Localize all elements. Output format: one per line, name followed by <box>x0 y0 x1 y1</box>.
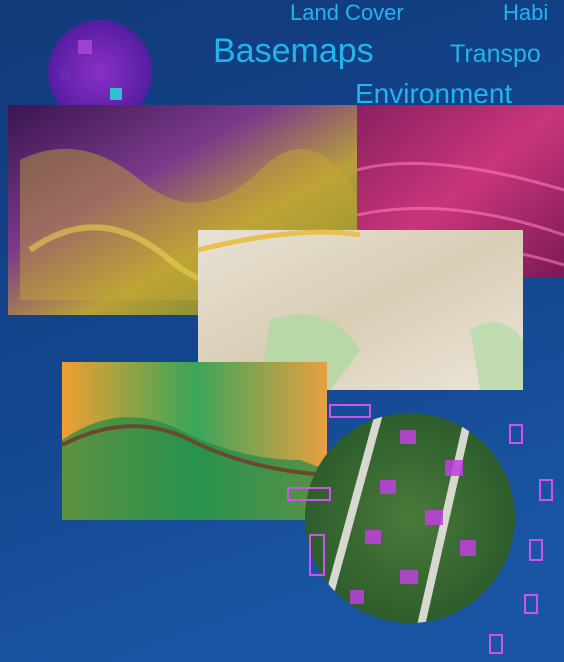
pixel-globe <box>48 20 152 124</box>
pixel <box>60 70 70 80</box>
park <box>470 322 523 390</box>
footprint <box>539 479 553 501</box>
aerial-circle <box>305 413 515 623</box>
footprint <box>309 534 325 576</box>
footprint <box>287 487 331 501</box>
label-basemaps: Basemaps <box>213 32 374 70</box>
building <box>400 570 418 584</box>
building <box>365 530 381 544</box>
road <box>197 229 361 253</box>
label-transportation: Transpo <box>450 40 541 68</box>
building <box>460 540 476 556</box>
footprint <box>509 424 523 444</box>
label-environment: Environment <box>355 78 512 109</box>
river <box>61 424 328 477</box>
building <box>425 510 443 525</box>
building <box>380 480 396 494</box>
building <box>350 590 364 604</box>
footprint <box>524 594 538 614</box>
label-land-cover: Land Cover <box>290 0 404 25</box>
building <box>400 430 416 444</box>
label-habitat: Habi <box>503 0 548 25</box>
footprint <box>489 634 503 654</box>
pixel <box>110 88 122 100</box>
footprint <box>329 404 371 418</box>
pixel <box>78 40 92 54</box>
building <box>445 460 463 476</box>
footprint <box>529 539 543 561</box>
forest <box>62 417 327 520</box>
